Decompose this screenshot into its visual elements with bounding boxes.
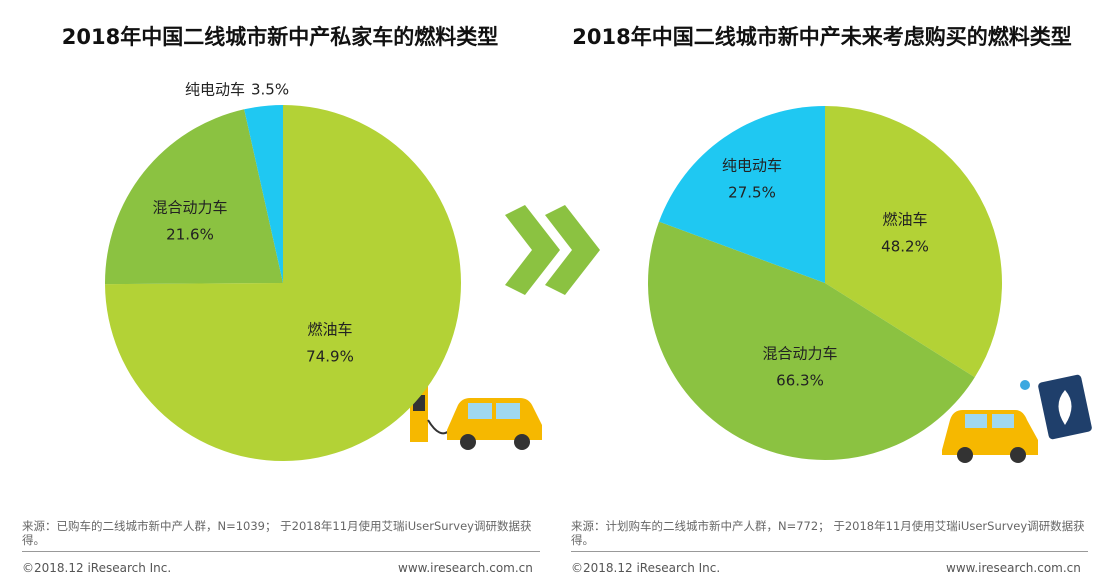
slice-label: 混合动力车 [152,199,227,217]
pie-slice [658,106,825,283]
chart-title: 2018年中国二线城市新中产未来考虑购买的燃料类型 [572,25,1071,49]
pie-slice [105,105,462,461]
website: www.iresearch.com.cn [398,561,533,575]
value-label: 3.5% [251,81,289,99]
chevrons [505,205,600,295]
value-label: 27.5% [728,184,776,202]
slice-label: 燃油车 [882,211,927,229]
source-note: 来源：计划购车的二线城市新中产人群，N=772； 于2018年11月使用艾瑞iU… [571,519,1085,547]
charger-car-icon [410,382,542,450]
value-label: 66.3% [776,372,824,390]
value-label: 74.9% [306,348,354,366]
separator [571,551,1088,552]
slice-label: 混合动力车 [762,345,837,363]
slice-label: 纯电动车 [185,81,245,99]
pie-slice [244,105,283,283]
website: www.iresearch.com.cn [946,561,1081,575]
chart-title: 2018年中国二线城市新中产私家车的燃料类型 [62,25,498,49]
pie-slice [105,109,283,285]
value-label: 21.6% [166,226,214,244]
copyright: ©2018.12 iResearch Inc. [571,561,721,575]
separator [22,551,540,552]
slice-label: 纯电动车 [722,157,782,175]
slice-label: 燃油车 [307,321,352,339]
source-note: 来源：已购车的二线城市新中产人群，N=1039； 于2018年11月使用艾瑞iU… [22,519,532,547]
value-label: 48.2% [881,238,929,256]
pie-slice [825,106,1003,378]
copyright: ©2018.12 iResearch Inc. [22,561,172,575]
pie-slice [647,221,975,461]
